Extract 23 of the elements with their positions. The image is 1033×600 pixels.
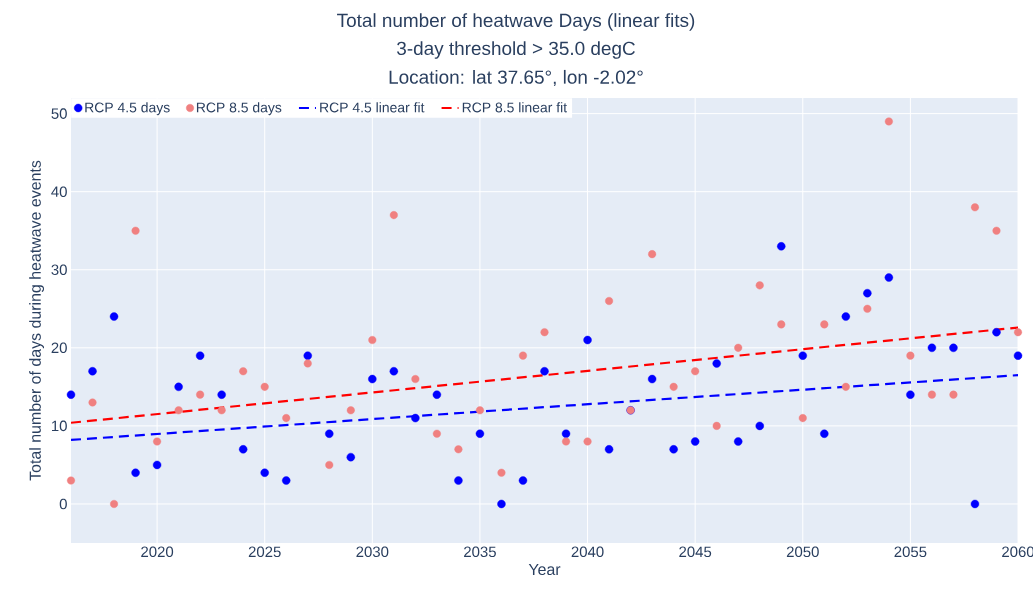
x-tick-label: 2025: [248, 546, 281, 558]
x-tick-label: 2040: [571, 546, 604, 558]
chart-subtitle: 3-day threshold > 35.0 degC: [397, 41, 635, 59]
y-tick-label: 20: [51, 342, 67, 354]
x-tick-label: 2055: [894, 546, 927, 558]
y-axis-title: Total number of days during heatwave events: [29, 160, 45, 481]
text: Location: lat 37.65°, lon -2.02°: [389, 69, 643, 87]
legend-label: RCP 4.5 linear fit: [320, 102, 425, 113]
x-tick-label: 2035: [464, 546, 496, 558]
x-tick-label: 2020: [141, 546, 174, 558]
chart-title: Total number of heatwave Days (linear fits): [337, 13, 695, 31]
y-tick-label: 0: [59, 498, 67, 510]
legend-label: RCP 8.5 days: [196, 102, 282, 116]
x-tick-label: 2045: [679, 546, 712, 558]
x-tick-label: 2030: [356, 546, 389, 558]
y-tick-label: 10: [52, 420, 67, 432]
x-tick-label: 2050: [786, 546, 819, 558]
y-tick-label: 50: [51, 108, 67, 119]
y-tick-label: 30: [51, 264, 67, 276]
x-axis-title: Year: [528, 563, 561, 576]
legend-label: RCP 8.5 linear fit: [462, 102, 567, 113]
y-tick-label: 40: [51, 186, 67, 197]
legend-label: RCP 4.5 days: [85, 102, 170, 116]
